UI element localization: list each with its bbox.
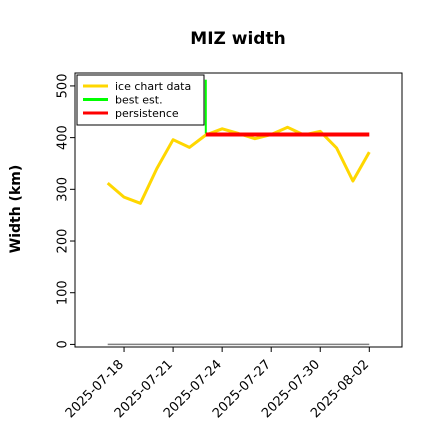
y-axis-label: Width (km) bbox=[8, 165, 24, 254]
legend-label: best est. bbox=[115, 94, 163, 107]
y-tick-label: 200 bbox=[56, 229, 71, 254]
chart-title: MIZ width bbox=[190, 29, 285, 49]
series-line-ice-chart-data bbox=[106, 125, 371, 205]
y-tick-label: 100 bbox=[56, 280, 71, 305]
plot-frame bbox=[74, 72, 403, 348]
y-tick-label: 400 bbox=[56, 125, 71, 150]
legend-label: ice chart data bbox=[115, 80, 191, 93]
plot-area: 01002003004005002025-07-182025-07-212025… bbox=[56, 72, 403, 421]
legend-label: persistence bbox=[115, 107, 179, 120]
y-tick-label: 300 bbox=[56, 177, 71, 202]
y-tick-label: 500 bbox=[56, 74, 71, 99]
y-tick-label: 0 bbox=[56, 340, 71, 348]
